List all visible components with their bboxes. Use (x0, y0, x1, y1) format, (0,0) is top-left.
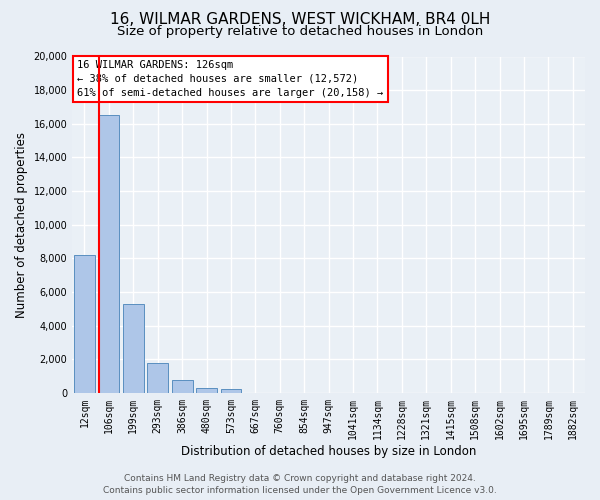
Bar (196, 388, 217, 393)
Text: Contains HM Land Registry data © Crown copyright and database right 2024.
Contai: Contains HM Land Registry data © Crown c… (103, 474, 497, 495)
Text: 16 WILMAR GARDENS: 126sqm
← 38% of detached houses are smaller (12,572)
61% of s: 16 WILMAR GARDENS: 126sqm ← 38% of detac… (77, 60, 383, 98)
Bar (98, 116, 119, 393)
Text: Size of property relative to detached houses in London: Size of property relative to detached ho… (117, 25, 483, 38)
Bar (148, 362, 168, 393)
X-axis label: Distribution of detached houses by size in London: Distribution of detached houses by size … (181, 444, 476, 458)
Bar (74, 255, 95, 393)
Text: 16, WILMAR GARDENS, WEST WICKHAM, BR4 0LH: 16, WILMAR GARDENS, WEST WICKHAM, BR4 0L… (110, 12, 490, 28)
Bar (221, 389, 241, 393)
Bar (123, 304, 144, 393)
Bar (172, 380, 193, 393)
Y-axis label: Number of detached properties: Number of detached properties (15, 132, 28, 318)
